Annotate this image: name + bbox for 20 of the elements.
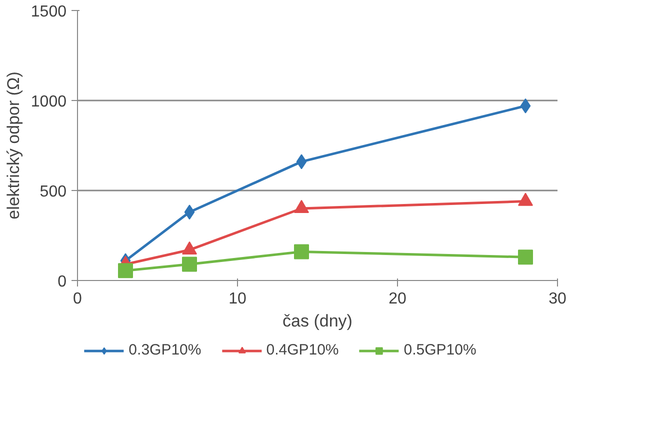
x-tick-label: 10 — [228, 290, 246, 308]
legend-label: 0.3GP10% — [128, 342, 202, 358]
point — [184, 204, 195, 220]
x-tick-label: 20 — [388, 290, 406, 308]
y-axis-title: elektrický odpor (Ω) — [4, 72, 23, 220]
x-tick-label: 30 — [548, 290, 566, 308]
y-tick-label: 500 — [40, 184, 67, 200]
point — [518, 250, 533, 265]
x-axis-title: čas (dny) — [282, 312, 352, 330]
point — [118, 263, 133, 278]
y-tick-label: 1000 — [30, 94, 67, 110]
point — [294, 244, 309, 260]
point — [520, 98, 531, 114]
x-tick-label: 0 — [73, 290, 82, 308]
legend-label: 0.4GP10% — [266, 342, 339, 358]
y-tick-label: 0 — [58, 274, 67, 290]
y-tick-label: 1500 — [30, 4, 67, 20]
legend-label: 0.5GP10% — [404, 342, 476, 358]
point — [296, 154, 307, 170]
point — [182, 256, 197, 272]
